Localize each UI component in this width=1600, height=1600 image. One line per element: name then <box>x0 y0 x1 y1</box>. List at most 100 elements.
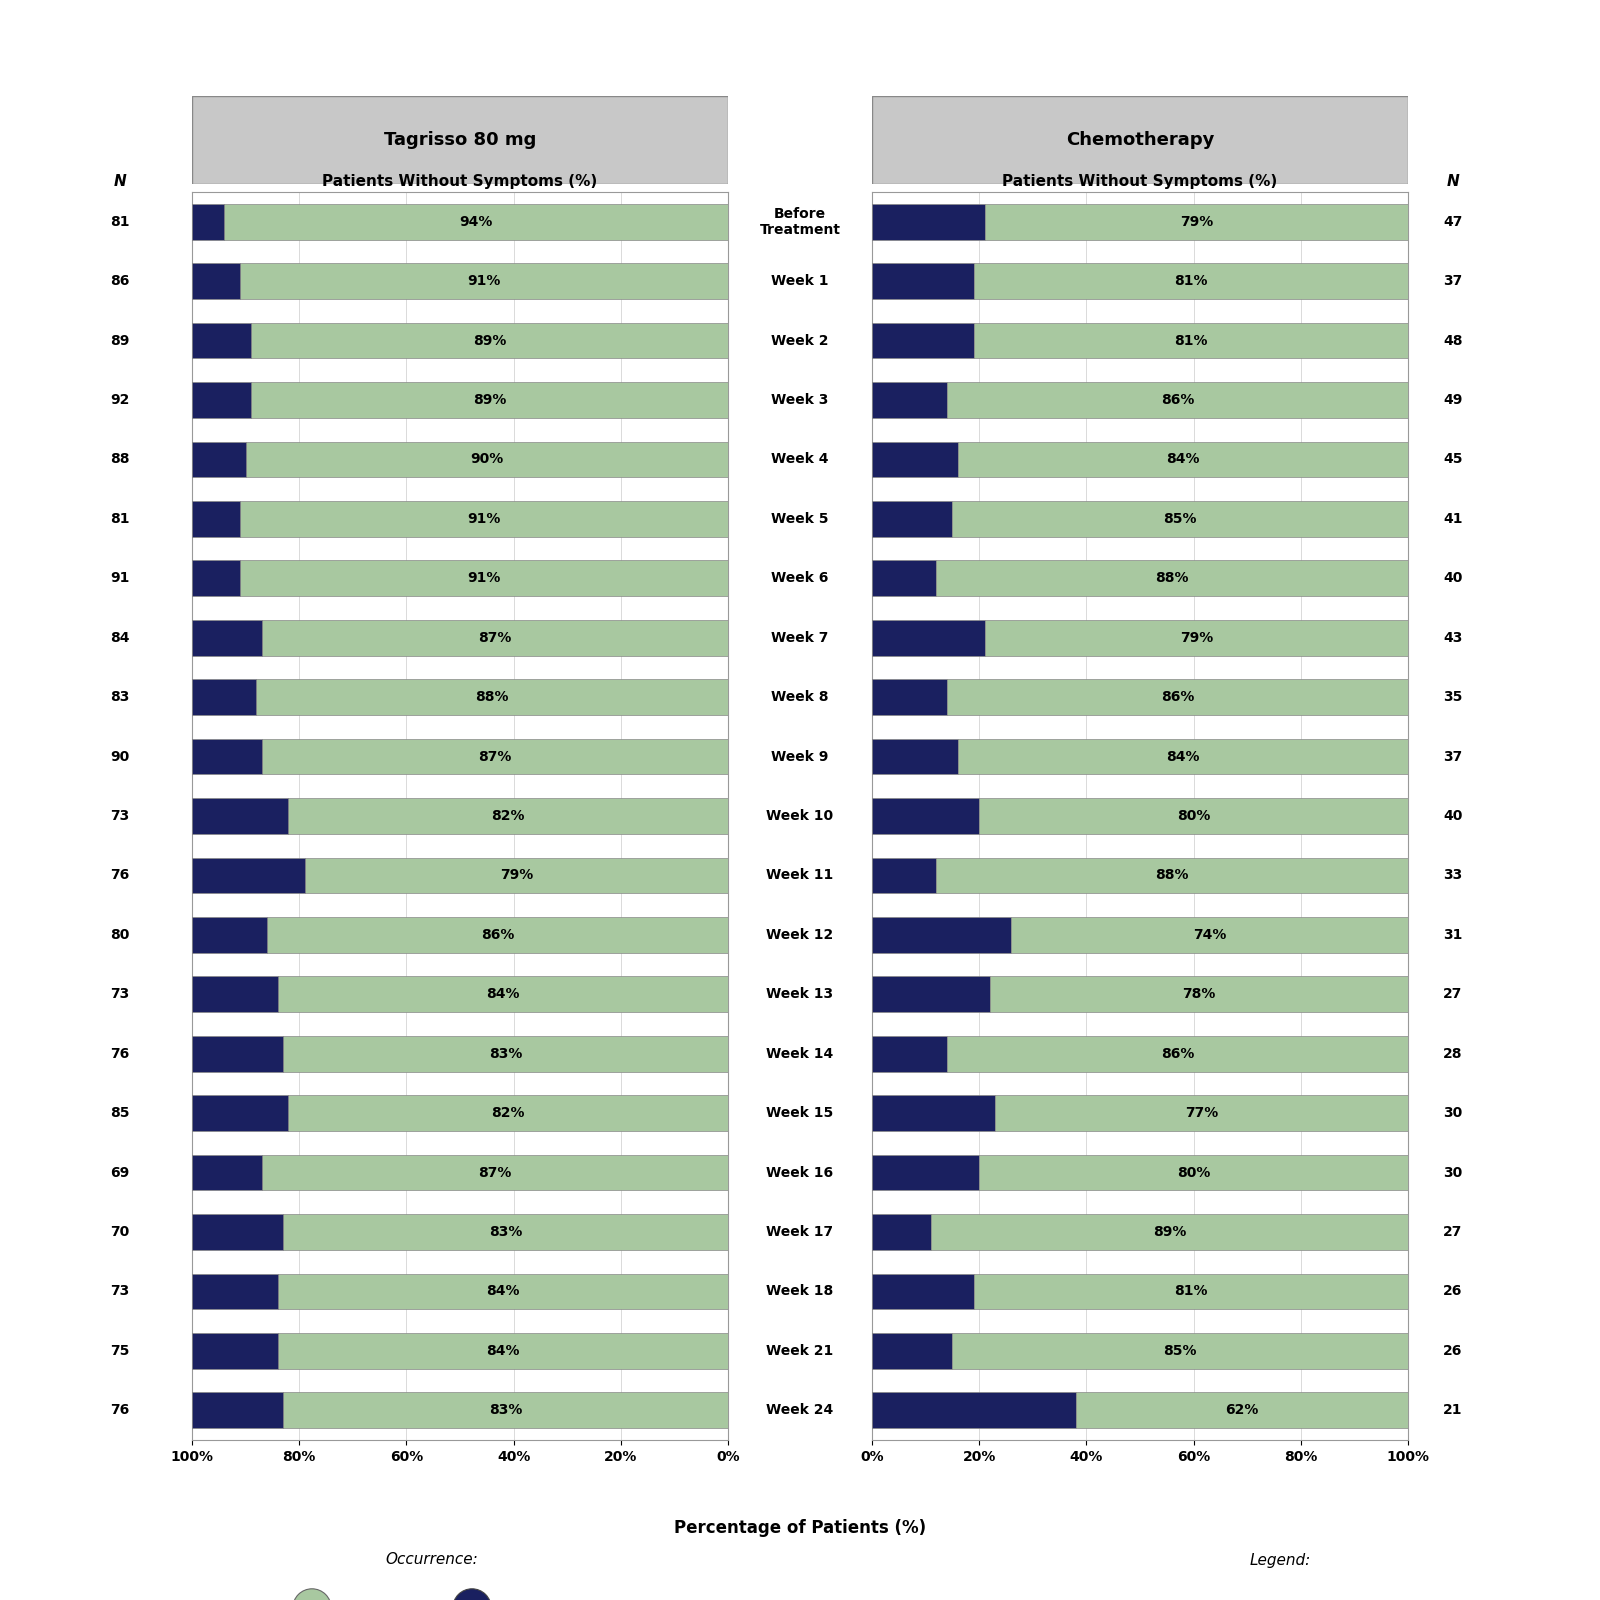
Text: Week 10: Week 10 <box>766 810 834 822</box>
Text: Patients Without Symptoms (%): Patients Without Symptoms (%) <box>1002 174 1278 189</box>
Text: 80: 80 <box>110 928 130 942</box>
Bar <box>192 1392 283 1429</box>
Bar <box>984 619 1408 656</box>
Bar <box>283 1214 728 1250</box>
Text: 74%: 74% <box>1194 928 1226 942</box>
Bar <box>872 442 958 477</box>
Text: 30: 30 <box>1443 1165 1462 1179</box>
Text: 77%: 77% <box>1186 1106 1218 1120</box>
Bar <box>192 619 262 656</box>
Bar <box>872 382 947 418</box>
Bar <box>984 203 1408 240</box>
Bar <box>990 976 1408 1013</box>
Text: Week 17: Week 17 <box>766 1226 834 1238</box>
Text: 85%: 85% <box>1163 1344 1197 1358</box>
Text: 21: 21 <box>1443 1403 1462 1418</box>
Bar <box>283 1035 728 1072</box>
Bar <box>872 680 947 715</box>
Text: Week 6: Week 6 <box>771 571 829 586</box>
Text: 84%: 84% <box>1166 749 1200 763</box>
Text: 31: 31 <box>1443 928 1462 942</box>
Text: 89: 89 <box>110 333 130 347</box>
Bar <box>872 1035 947 1072</box>
Text: 81: 81 <box>110 512 130 526</box>
Text: 69: 69 <box>110 1165 130 1179</box>
Bar <box>240 501 728 536</box>
Text: 79%: 79% <box>499 869 533 883</box>
Bar <box>192 1214 283 1250</box>
Text: Week 15: Week 15 <box>766 1106 834 1120</box>
Text: 43: 43 <box>1443 630 1462 645</box>
Bar <box>192 1333 278 1368</box>
Bar <box>936 858 1408 893</box>
Bar <box>262 1155 728 1190</box>
Bar <box>872 264 974 299</box>
Text: 92: 92 <box>110 394 130 406</box>
Text: 83%: 83% <box>490 1046 522 1061</box>
Bar <box>974 1274 1408 1309</box>
Text: 84%: 84% <box>486 1344 520 1358</box>
Bar <box>1075 1392 1408 1429</box>
Text: 90%: 90% <box>470 453 504 467</box>
Text: 26: 26 <box>1443 1344 1462 1358</box>
Bar <box>995 1096 1408 1131</box>
Text: 84%: 84% <box>1166 453 1200 467</box>
Text: Week 11: Week 11 <box>766 869 834 883</box>
Text: 40: 40 <box>1443 810 1462 822</box>
Text: 73: 73 <box>110 810 130 822</box>
Text: 47: 47 <box>1443 214 1462 229</box>
Text: 86%: 86% <box>1162 690 1194 704</box>
Bar <box>256 680 728 715</box>
Bar <box>872 203 984 240</box>
Bar <box>192 917 267 952</box>
Bar <box>278 976 728 1013</box>
Text: 33: 33 <box>1443 869 1462 883</box>
Bar <box>947 382 1408 418</box>
Bar <box>240 264 728 299</box>
Bar <box>192 976 278 1013</box>
Bar <box>872 917 1011 952</box>
Text: Tagrisso 80 mg: Tagrisso 80 mg <box>384 131 536 149</box>
Bar <box>872 1392 1075 1429</box>
Text: 76: 76 <box>110 1046 130 1061</box>
Text: 81%: 81% <box>1174 333 1208 347</box>
Text: Week 1: Week 1 <box>771 274 829 288</box>
Text: 94%: 94% <box>459 214 493 229</box>
Text: Week 5: Week 5 <box>771 512 829 526</box>
Bar <box>872 323 974 358</box>
Bar <box>288 798 728 834</box>
Text: Week 8: Week 8 <box>771 690 829 704</box>
Bar <box>251 382 728 418</box>
Text: Patients Without Symptoms (%): Patients Without Symptoms (%) <box>322 174 598 189</box>
Text: Week 18: Week 18 <box>766 1285 834 1299</box>
Bar <box>958 739 1408 774</box>
Bar <box>192 442 246 477</box>
Bar <box>245 442 728 477</box>
Text: N: N <box>114 174 126 189</box>
Text: Week 7: Week 7 <box>771 630 829 645</box>
Bar <box>1011 917 1408 952</box>
Bar <box>931 1214 1408 1250</box>
Text: 87%: 87% <box>478 749 512 763</box>
Bar <box>872 619 984 656</box>
Text: 89%: 89% <box>472 333 506 347</box>
Circle shape <box>293 1589 331 1600</box>
Bar <box>872 1274 974 1309</box>
Bar <box>872 1155 979 1190</box>
Text: 26: 26 <box>1443 1285 1462 1299</box>
Text: 81%: 81% <box>1174 1285 1208 1299</box>
Text: 86%: 86% <box>1162 1046 1194 1061</box>
Bar <box>224 203 728 240</box>
Bar <box>192 798 288 834</box>
Text: 84%: 84% <box>486 987 520 1002</box>
Text: 28: 28 <box>1443 1046 1462 1061</box>
Bar <box>262 619 728 656</box>
Bar <box>872 1214 931 1250</box>
Bar <box>262 739 728 774</box>
Bar <box>974 323 1408 358</box>
Text: 85%: 85% <box>1163 512 1197 526</box>
Text: 88%: 88% <box>1155 869 1189 883</box>
Bar <box>267 917 728 952</box>
Bar <box>979 798 1408 834</box>
Text: 81%: 81% <box>1174 274 1208 288</box>
